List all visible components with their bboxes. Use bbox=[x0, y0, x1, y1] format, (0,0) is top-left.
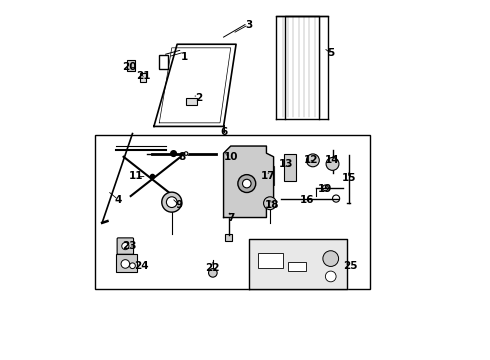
Polygon shape bbox=[223, 146, 273, 217]
Circle shape bbox=[238, 175, 256, 193]
Bar bbox=[95, 135, 370, 289]
Bar bbox=[288, 262, 306, 271]
FancyBboxPatch shape bbox=[284, 154, 296, 181]
Text: 7: 7 bbox=[227, 212, 234, 222]
Circle shape bbox=[243, 179, 251, 188]
Text: 6: 6 bbox=[220, 127, 227, 137]
Text: 1: 1 bbox=[181, 52, 188, 62]
Text: 13: 13 bbox=[279, 159, 294, 169]
Circle shape bbox=[333, 195, 340, 202]
Polygon shape bbox=[248, 239, 347, 289]
Text: 18: 18 bbox=[265, 200, 279, 210]
Text: 9: 9 bbox=[175, 200, 182, 210]
Text: 25: 25 bbox=[343, 261, 358, 271]
Text: 11: 11 bbox=[129, 171, 143, 181]
Bar bbox=[127, 60, 135, 71]
FancyBboxPatch shape bbox=[159, 55, 168, 69]
Circle shape bbox=[122, 243, 129, 249]
Circle shape bbox=[184, 152, 188, 156]
Text: 3: 3 bbox=[245, 19, 252, 30]
FancyBboxPatch shape bbox=[117, 238, 134, 254]
Circle shape bbox=[323, 251, 339, 266]
Circle shape bbox=[322, 185, 328, 191]
Text: 10: 10 bbox=[223, 152, 238, 162]
Circle shape bbox=[130, 263, 135, 269]
Circle shape bbox=[121, 260, 130, 268]
Bar bbox=[186, 98, 197, 105]
Circle shape bbox=[167, 197, 177, 207]
Circle shape bbox=[264, 197, 276, 210]
Bar bbox=[258, 253, 283, 267]
Text: 2: 2 bbox=[195, 93, 202, 103]
Text: 4: 4 bbox=[115, 195, 122, 204]
Circle shape bbox=[162, 192, 182, 212]
Text: 23: 23 bbox=[122, 241, 136, 251]
Text: 24: 24 bbox=[134, 261, 149, 271]
Circle shape bbox=[325, 271, 336, 282]
FancyBboxPatch shape bbox=[116, 254, 137, 272]
Circle shape bbox=[209, 269, 217, 277]
Text: 14: 14 bbox=[325, 156, 340, 165]
Text: 19: 19 bbox=[318, 184, 333, 194]
Circle shape bbox=[306, 154, 319, 167]
Circle shape bbox=[326, 157, 339, 170]
Text: 8: 8 bbox=[179, 152, 186, 162]
Bar bbox=[140, 73, 146, 82]
Text: 20: 20 bbox=[122, 63, 136, 72]
Text: 21: 21 bbox=[136, 71, 150, 81]
Text: 15: 15 bbox=[342, 173, 356, 183]
Text: 22: 22 bbox=[206, 262, 220, 273]
Text: 17: 17 bbox=[261, 171, 275, 181]
Text: 5: 5 bbox=[327, 48, 334, 58]
Bar bbox=[265, 166, 273, 185]
Text: 16: 16 bbox=[300, 195, 315, 204]
Bar bbox=[225, 234, 232, 241]
Circle shape bbox=[184, 152, 188, 156]
Text: 12: 12 bbox=[304, 156, 318, 165]
Circle shape bbox=[171, 151, 176, 157]
